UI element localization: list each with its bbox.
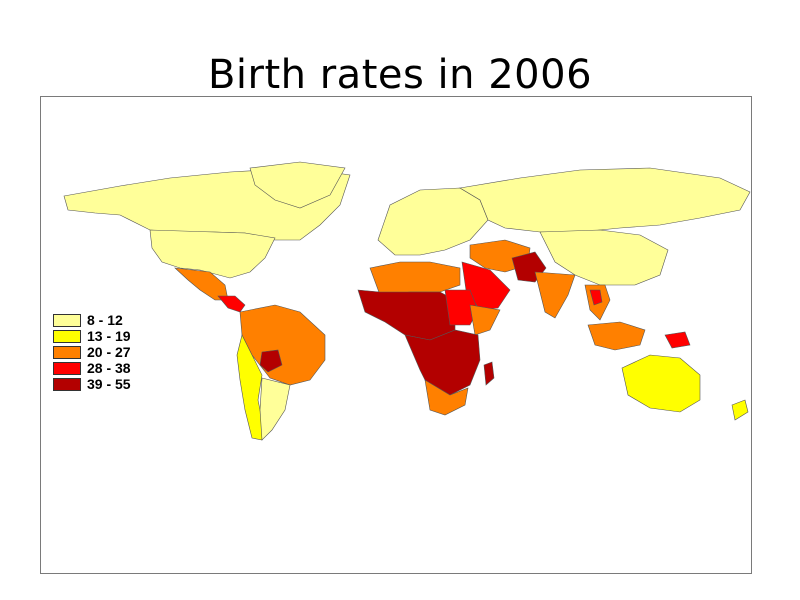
legend-label: 20 - 27 bbox=[87, 344, 131, 360]
argentina-region bbox=[259, 377, 291, 441]
new-zealand-region bbox=[731, 399, 749, 421]
legend-label: 13 - 19 bbox=[87, 328, 131, 344]
legend-label: 28 - 38 bbox=[87, 360, 131, 376]
legend-item: 28 - 38 bbox=[53, 360, 131, 376]
china-region bbox=[539, 229, 669, 286]
madagascar-region bbox=[483, 361, 495, 386]
southern-africa-region bbox=[424, 379, 469, 416]
map-title: Birth rates in 2006 bbox=[207, 52, 593, 98]
central-africa-region bbox=[404, 329, 481, 396]
legend-swatch bbox=[53, 361, 81, 375]
legend-swatch bbox=[53, 329, 81, 343]
australia-region bbox=[621, 354, 701, 413]
horn-of-africa-region bbox=[469, 304, 501, 336]
legend-label: 8 - 12 bbox=[87, 312, 123, 328]
legend-item: 8 - 12 bbox=[53, 312, 131, 328]
usa-region bbox=[149, 229, 276, 279]
legend-label: 39 - 55 bbox=[87, 376, 131, 392]
laos-region bbox=[589, 289, 603, 306]
sahel-west-africa-region bbox=[357, 289, 456, 341]
greenland-region bbox=[249, 161, 346, 209]
bolivia-region bbox=[259, 349, 283, 373]
india-region bbox=[534, 271, 576, 319]
legend: 8 - 12 13 - 19 20 - 27 28 - 38 39 - 55 bbox=[53, 312, 131, 392]
indonesia-region bbox=[587, 321, 646, 351]
papua-region bbox=[664, 331, 691, 349]
central-america-region bbox=[217, 295, 246, 313]
legend-swatch bbox=[53, 345, 81, 359]
legend-item: 39 - 55 bbox=[53, 376, 131, 392]
legend-swatch bbox=[53, 313, 81, 327]
russia-region bbox=[459, 167, 751, 233]
legend-item: 20 - 27 bbox=[53, 344, 131, 360]
legend-swatch bbox=[53, 377, 81, 391]
legend-item: 13 - 19 bbox=[53, 328, 131, 344]
